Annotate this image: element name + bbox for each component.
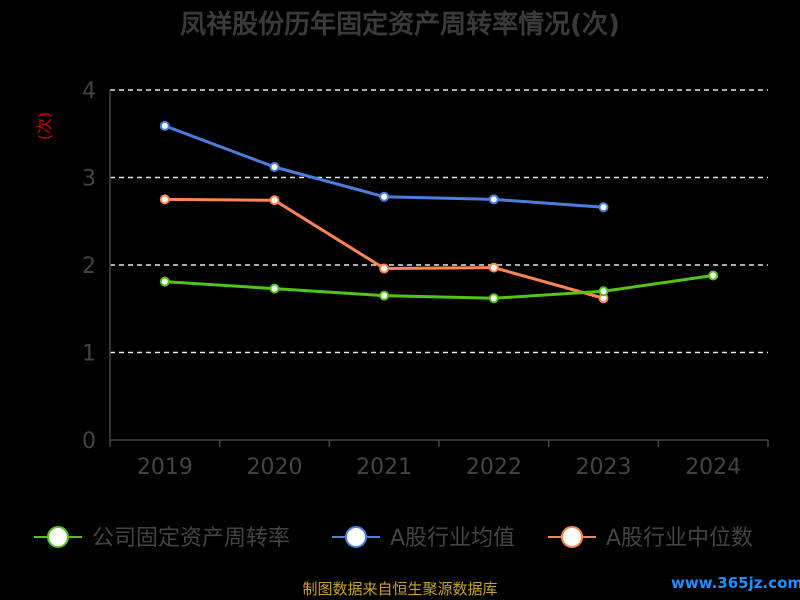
axes [109,90,769,447]
legend-label: A股行业均值 [390,526,515,551]
legend-marker [345,526,367,548]
grid-lines [110,89,768,354]
x-tick-label: 2024 [685,455,741,480]
data-point [159,194,170,205]
data-point [379,290,390,301]
series-group [159,120,719,304]
data-point [488,293,499,304]
y-axis-unit: (次) [35,112,54,141]
y-tick-label: 4 [82,79,96,104]
data-point [379,191,390,202]
series-line [164,274,714,300]
legend[interactable]: 公司固定资产周转率 A股行业均值 A股行业中位数 [34,526,753,551]
x-tick-label: 2023 [576,455,632,480]
source-note: 制图数据来自恒生聚源数据库 [302,580,497,598]
data-point [488,194,499,205]
x-tick-label: 2020 [247,455,303,480]
y-tick-label: 1 [82,342,96,367]
data-point [159,120,170,131]
watermark: www.365jz.com [671,574,800,592]
x-tick-label: 2019 [137,455,193,480]
legend-marker [561,526,583,548]
data-point [159,276,170,287]
y-tick-label: 3 [82,167,96,192]
y-tick-label: 0 [82,429,96,454]
data-point [708,270,719,281]
x-tick-label: 2021 [356,455,412,480]
legend-label: 公司固定资产周转率 [92,526,290,551]
data-point [598,202,609,213]
y-tick-label: 2 [82,254,96,279]
data-point [488,262,499,273]
series-line [164,197,604,300]
legend-label: A股行业中位数 [606,526,753,551]
data-point [269,162,280,172]
data-point [379,263,390,274]
legend-marker [47,526,69,548]
data-point [598,286,609,297]
data-point [269,283,280,294]
chart-title: 凤祥股份历年固定资产周转率情况(次) [180,9,620,40]
tick-labels: 0 1 2 3 4 2019 2020 2021 2022 2023 2024 [82,79,741,480]
data-point [269,195,280,206]
x-tick-label: 2022 [466,455,522,480]
